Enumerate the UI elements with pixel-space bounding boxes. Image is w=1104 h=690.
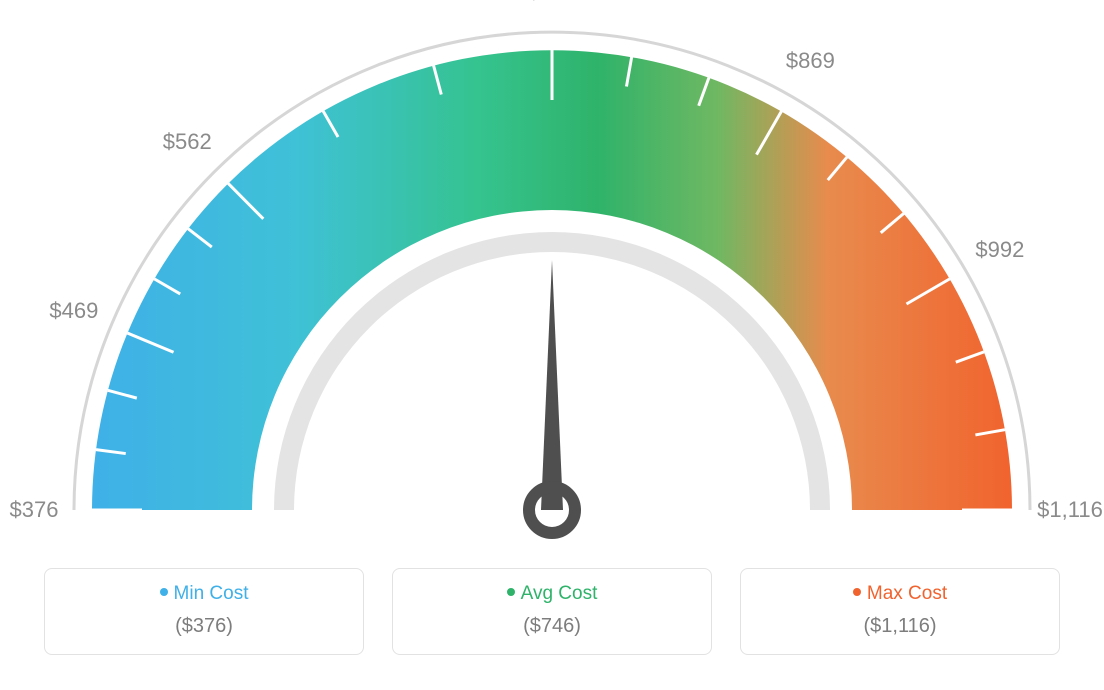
gauge-tick-label: $376	[10, 497, 59, 523]
legend-label-max: Max Cost	[867, 583, 947, 604]
gauge-tick-label: $992	[975, 237, 1024, 263]
gauge-tick-label: $469	[49, 298, 98, 324]
legend-title-min: Min Cost	[55, 583, 353, 605]
legend-card-max: Max Cost ($1,116)	[740, 568, 1060, 655]
dot-max	[853, 588, 861, 596]
gauge-tick-label: $562	[163, 129, 212, 155]
dot-avg	[507, 588, 515, 596]
legend-row: Min Cost ($376) Avg Cost ($746) Max Cost…	[0, 568, 1104, 655]
legend-title-max: Max Cost	[751, 583, 1049, 605]
dot-min	[160, 588, 168, 596]
gauge-container: $376 $469 $562 $746 $869 $992 $1,116	[0, 0, 1104, 560]
legend-label-min: Min Cost	[174, 583, 249, 604]
legend-card-min: Min Cost ($376)	[44, 568, 364, 655]
legend-value-max: ($1,116)	[751, 615, 1049, 638]
legend-card-avg: Avg Cost ($746)	[392, 568, 712, 655]
legend-title-avg: Avg Cost	[403, 583, 701, 605]
gauge-tick-label: $1,116	[1037, 497, 1103, 523]
legend-label-avg: Avg Cost	[521, 583, 598, 604]
gauge-tick-label: $746	[528, 0, 577, 5]
gauge-tick-label: $869	[786, 48, 835, 74]
legend-value-min: ($376)	[55, 615, 353, 638]
gauge-svg	[0, 0, 1104, 560]
legend-value-avg: ($746)	[403, 615, 701, 638]
